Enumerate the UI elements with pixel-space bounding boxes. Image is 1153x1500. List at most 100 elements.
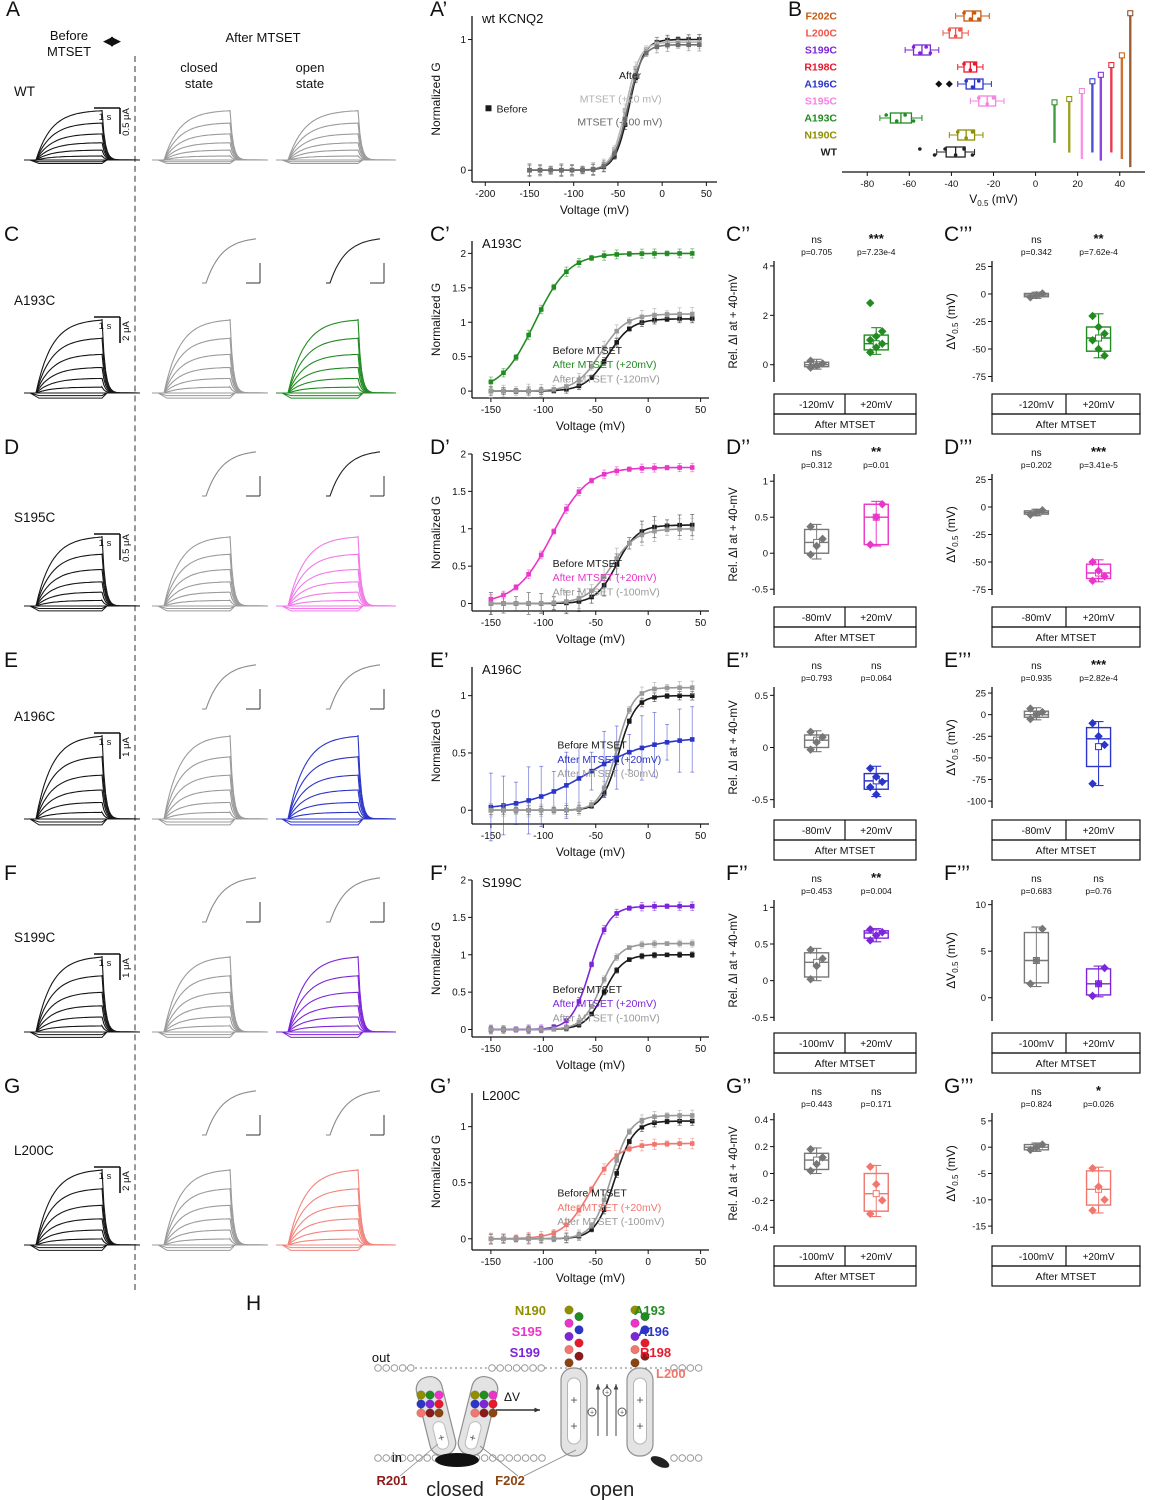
svg-text:+: + (636, 1393, 643, 1407)
svg-text:0: 0 (460, 599, 466, 610)
svg-text:2 μA: 2 μA (121, 1170, 132, 1190)
svg-text:ns: ns (871, 661, 882, 672)
svg-text:***: *** (869, 231, 885, 246)
svg-text:+20mV: +20mV (860, 613, 892, 624)
svg-text:ns: ns (811, 1087, 822, 1098)
svg-text:-50: -50 (589, 831, 604, 842)
gating-model-cartoon: + + + + + + + + + out in N190 A193 S195 A196 S199 R198 L2… (372, 1303, 703, 1500)
svg-text:0: 0 (763, 549, 768, 560)
svg-text:-75: -75 (972, 585, 986, 596)
panel-label-gv: F’ (430, 862, 448, 885)
svg-text:p=0.01: p=0.01 (863, 460, 890, 470)
svg-text:Rel. ΔI at + 40-mV: Rel. ΔI at + 40-mV (728, 274, 740, 369)
svg-text:0: 0 (460, 1025, 466, 1036)
svg-text:0: 0 (460, 387, 466, 398)
svg-text:-150: -150 (481, 1044, 501, 1055)
svg-text:S199C: S199C (482, 875, 522, 890)
svg-text:+: + (570, 1393, 577, 1407)
gv-plot: -150 -100 -50 0 50 0 0.5 1 1.5 2 Voltage (mV) Norma… (429, 236, 709, 433)
svg-text:Rel. ΔI at + 40-mV: Rel. ΔI at + 40-mV (728, 700, 740, 795)
svg-text:Voltage (mV): Voltage (mV) (556, 1058, 625, 1072)
svg-text:A196C: A196C (482, 662, 522, 677)
svg-text:ns: ns (811, 874, 822, 885)
svg-text:ns: ns (811, 661, 822, 672)
svg-text:-100: -100 (533, 405, 553, 416)
svg-text:p=0.202: p=0.202 (1021, 460, 1052, 470)
closed-state-header: closed state (180, 60, 218, 91)
panel-label-delta-v: E’’’ (944, 649, 972, 672)
svg-text:+: + (605, 1390, 609, 1397)
svg-text:open: open (590, 1479, 635, 1500)
svg-text:-100mV: -100mV (1019, 1039, 1054, 1050)
svg-text:0: 0 (460, 806, 466, 817)
panel-label-delta-i: F’’ (726, 862, 748, 885)
svg-text:After MTSET (+20mV): After MTSET (+20mV) (553, 998, 657, 1010)
gv-plot: -150 -100 -50 0 50 0 0.5 1 1.5 2 Voltage (mV) Norma… (429, 449, 709, 646)
svg-text:Normalized G: Normalized G (429, 496, 443, 569)
svg-text:0: 0 (763, 976, 768, 987)
svg-text:-80: -80 (860, 179, 874, 190)
svg-text:0: 0 (460, 1234, 466, 1245)
mutant-row: D D’ D’’ D’’’ S195C 1 s 0.5 μA -150 -100 -50… (0, 436, 1153, 651)
svg-text:-0.4: -0.4 (752, 1223, 768, 1234)
svg-text:p=0.312: p=0.312 (801, 460, 832, 470)
svg-text:p=0.793: p=0.793 (801, 673, 832, 683)
before-mtset-header: Before MTSET (46, 28, 92, 59)
svg-text:A193C: A193C (482, 236, 522, 251)
svg-text:ns: ns (1031, 1087, 1042, 1098)
svg-text:-15: -15 (972, 1222, 986, 1233)
svg-text:-100: -100 (967, 797, 986, 808)
svg-text:A193C: A193C (14, 293, 56, 308)
svg-text:0: 0 (981, 290, 986, 301)
svg-text:-50: -50 (972, 558, 986, 569)
panel-label-gv: C’ (430, 223, 450, 246)
svg-text:Before MTSET: Before MTSET (557, 1188, 627, 1200)
svg-text:0.5 μA: 0.5 μA (121, 534, 132, 562)
svg-text:1 s: 1 s (99, 538, 112, 549)
svg-text:Before: Before (497, 103, 528, 115)
svg-text:p=0.453: p=0.453 (801, 886, 832, 896)
svg-text:-80mV: -80mV (1022, 613, 1052, 624)
svg-text:Before MTSET: Before MTSET (553, 345, 623, 357)
svg-text:-100: -100 (533, 618, 553, 629)
svg-text:4: 4 (763, 261, 768, 272)
svg-text:+: + (620, 1410, 624, 1417)
svg-text:0: 0 (645, 1044, 651, 1055)
svg-text:After MTSET: After MTSET (815, 419, 876, 431)
svg-text:-120mV: -120mV (799, 400, 834, 411)
svg-text:0.5: 0.5 (452, 562, 466, 573)
panel-label-gv: D’ (430, 436, 450, 459)
svg-text:p=0.171: p=0.171 (861, 1099, 892, 1109)
svg-text:20: 20 (1072, 179, 1083, 190)
current-traces: A196C 1 s 1 μA (14, 664, 397, 826)
panel-label: C (4, 223, 20, 246)
svg-text:50: 50 (695, 1257, 707, 1268)
panel-label-delta-i: D’’ (726, 436, 751, 459)
svg-text:-0.2: -0.2 (752, 1196, 768, 1207)
svg-text:0: 0 (645, 405, 651, 416)
svg-text:After MTSET: After MTSET (815, 1271, 876, 1283)
svg-text:S199C: S199C (805, 45, 838, 57)
delta-v-boxplot: 25 0 -25 -50 -75 ΔV0.5 (mV) nsp=0.342 **p=7.62e… (944, 231, 1141, 435)
svg-text:p=7.62e-4: p=7.62e-4 (1079, 247, 1118, 257)
svg-text:**: ** (871, 444, 882, 459)
svg-text:L200: L200 (656, 1366, 686, 1381)
svg-text:A193: A193 (634, 1303, 665, 1318)
svg-text:L200C: L200C (482, 1088, 520, 1103)
svg-text:0.5: 0.5 (755, 940, 768, 951)
svg-text:1 s: 1 s (99, 112, 112, 123)
svg-text:A196C: A196C (14, 709, 56, 724)
svg-text:1 μA: 1 μA (121, 736, 132, 756)
panel-label-h: H (246, 1292, 262, 1315)
svg-text:1: 1 (460, 950, 466, 961)
svg-text:-100mV: -100mV (799, 1252, 834, 1263)
svg-text:Voltage (mV): Voltage (mV) (560, 203, 629, 217)
svg-text:After MTSET: After MTSET (1036, 1058, 1097, 1070)
panel-label: F (4, 862, 17, 885)
svg-text:After MTSET: After MTSET (1036, 419, 1097, 431)
svg-text:L200C: L200C (14, 1143, 54, 1158)
